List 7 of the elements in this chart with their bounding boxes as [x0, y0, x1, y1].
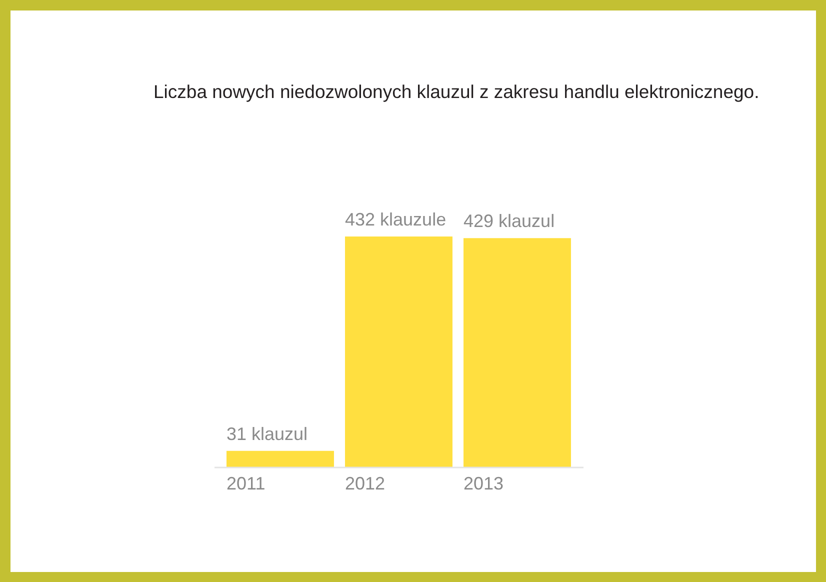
data-label: 432 klauzule: [345, 210, 446, 230]
chart-title: Liczba nowych niedozwolonych klauzul z zakresu handlu elektronicznego.: [154, 81, 760, 102]
x-tick-label: 2012: [345, 474, 386, 494]
x-tick-label: 2013: [464, 474, 504, 494]
x-tick-label: 2011: [226, 474, 266, 494]
data-label: 429 klauzul: [464, 211, 555, 232]
data-label: 31 klauzul: [226, 424, 308, 444]
